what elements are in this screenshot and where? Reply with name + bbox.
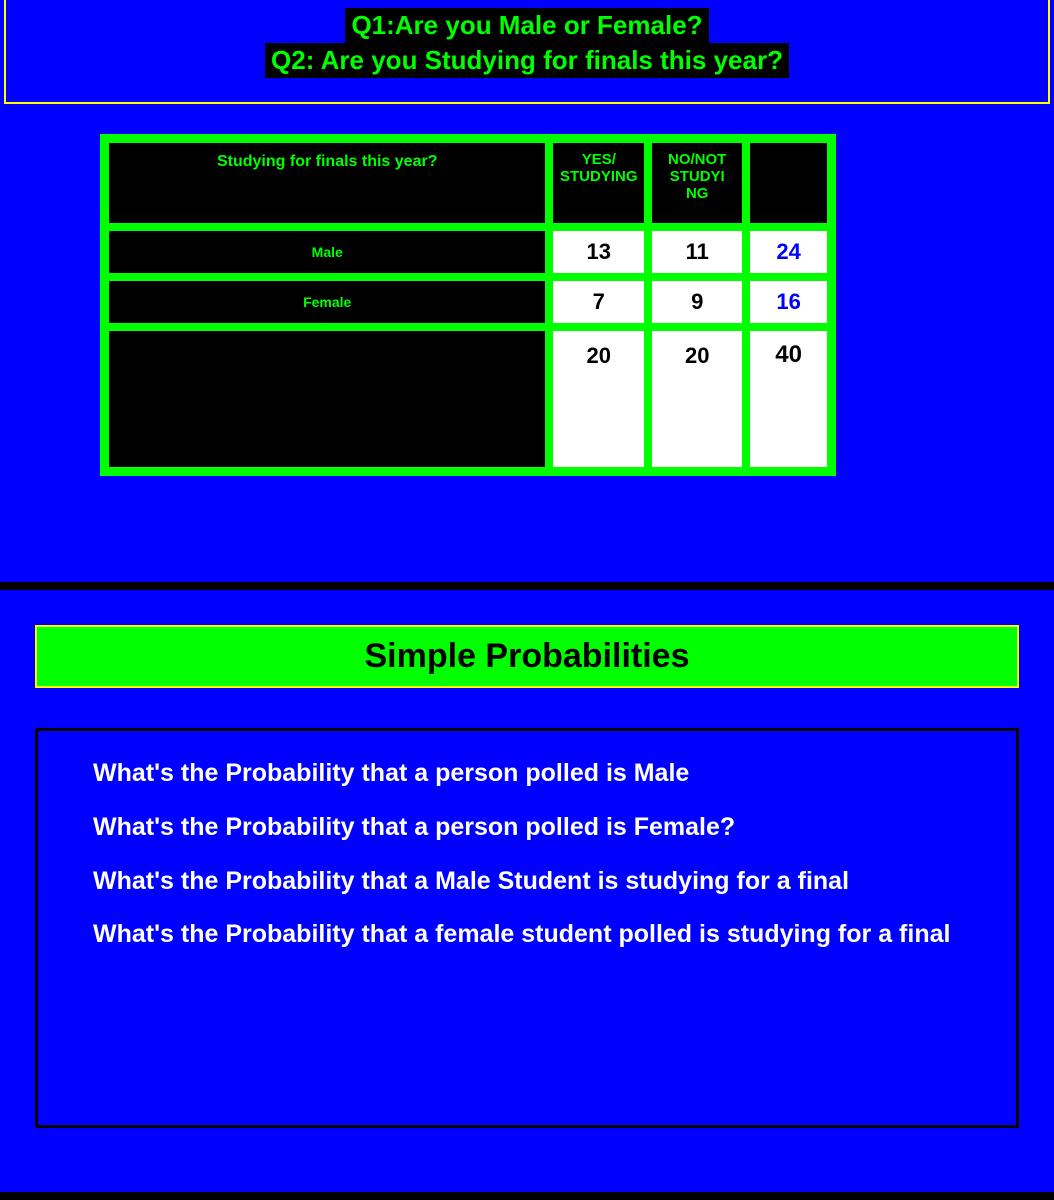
table-row: Female 7 9 16	[107, 279, 829, 325]
question-header-box: Q1:Are you Male or Female? Q2: Are you S…	[4, 0, 1050, 104]
cell-total-no: 20	[650, 329, 744, 469]
data-table-wrap: Studying for finals this year? YES/ STUD…	[100, 134, 836, 476]
cell-male-yes: 13	[551, 229, 646, 275]
slide-title: Simple Probabilities	[365, 637, 690, 675]
slide-questions-table: Q1:Are you Male or Female? Q2: Are you S…	[0, 0, 1054, 590]
cell-female-no: 9	[650, 279, 744, 325]
question-1: Q1:Are you Male or Female?	[345, 8, 708, 43]
cell-male-no: 11	[650, 229, 744, 275]
slide-simple-probabilities: Simple Probabilities What's the Probabil…	[0, 590, 1054, 1192]
header-col-total	[748, 141, 829, 225]
probability-q1: What's the Probability that a person pol…	[93, 757, 961, 791]
question-2: Q2: Are you Studying for finals this yea…	[265, 43, 789, 78]
cell-total-yes: 20	[551, 329, 646, 469]
header-col-no: NO/NOT STUDYI NG	[650, 141, 744, 225]
probability-q4: What's the Probability that a female stu…	[93, 918, 961, 952]
table-row-totals: 20 20 40	[107, 329, 829, 469]
cell-male-total: 24	[748, 229, 829, 275]
contingency-table: Studying for finals this year? YES/ STUD…	[100, 134, 836, 476]
cell-female-total: 16	[748, 279, 829, 325]
probability-questions-box: What's the Probability that a person pol…	[35, 728, 1019, 1128]
row-label-totals	[107, 329, 547, 469]
row-label-female: Female	[107, 279, 547, 325]
table-row: Male 13 11 24	[107, 229, 829, 275]
cell-grand-total: 40	[748, 329, 829, 469]
slide-title-bar: Simple Probabilities	[35, 625, 1019, 688]
header-col-yes: YES/ STUDYING	[551, 141, 646, 225]
probability-q2: What's the Probability that a person pol…	[93, 811, 961, 845]
cell-female-yes: 7	[551, 279, 646, 325]
header-row-label: Studying for finals this year?	[107, 141, 547, 225]
probability-q3: What's the Probability that a Male Stude…	[93, 865, 961, 899]
row-label-male: Male	[107, 229, 547, 275]
